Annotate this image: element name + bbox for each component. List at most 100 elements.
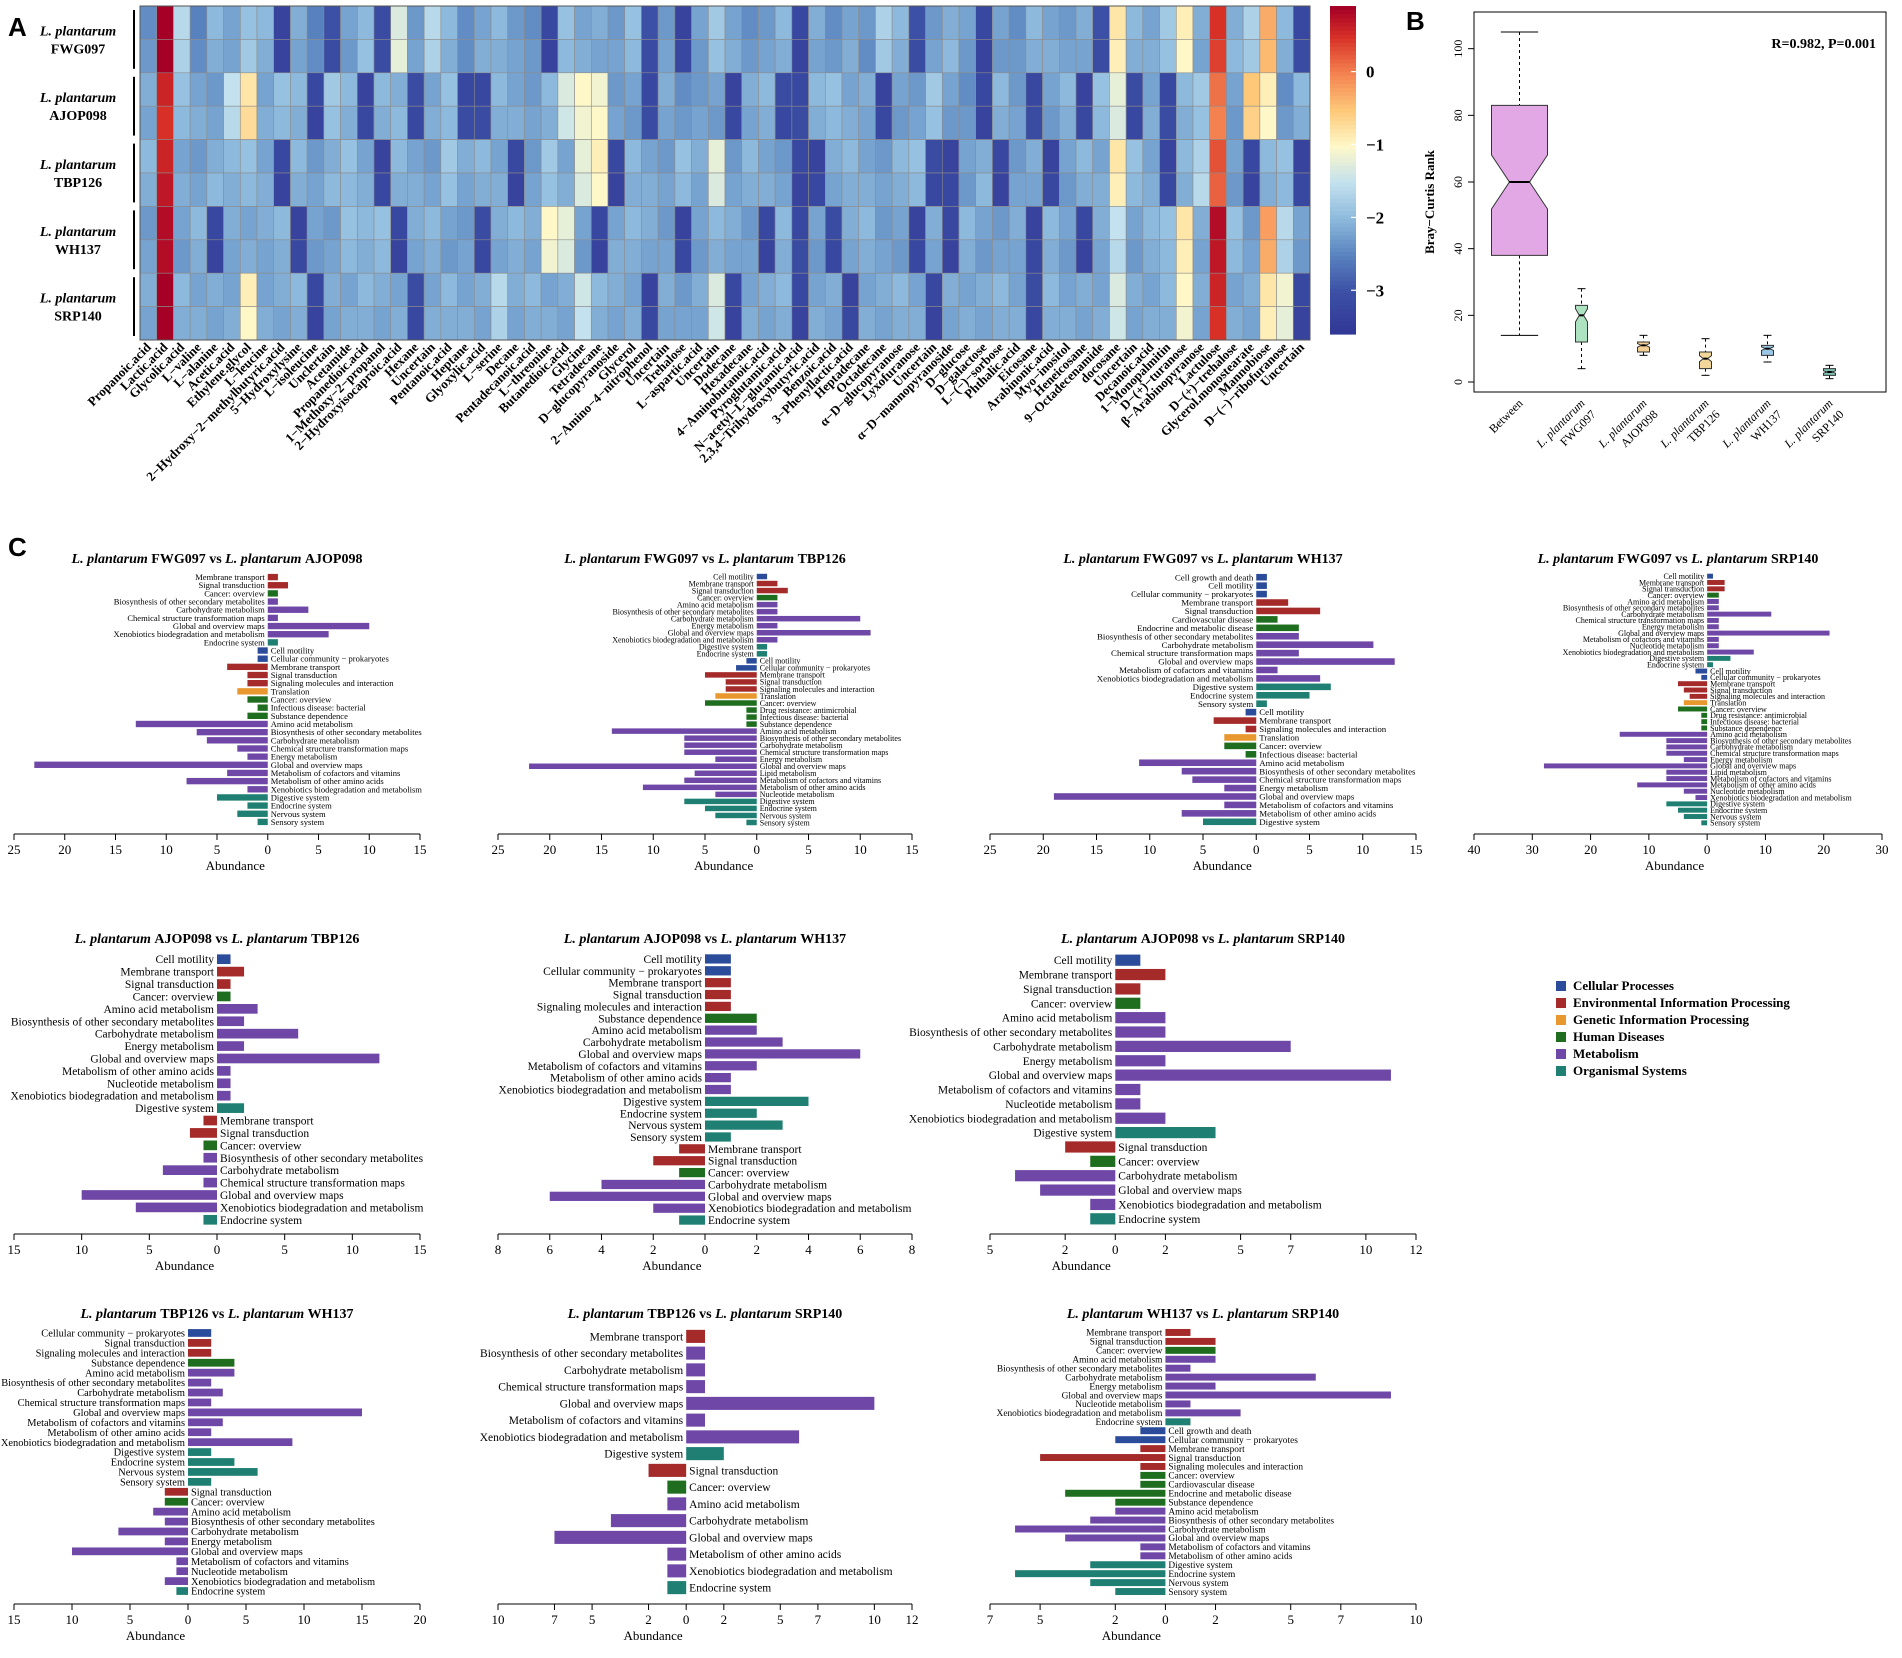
heatmap-cell (557, 272, 575, 307)
bar (1707, 592, 1719, 598)
heatmap-cell (758, 5, 776, 40)
heatmap-cell (674, 39, 692, 74)
x-tick-label: 5 (146, 1242, 153, 1257)
bar (217, 979, 231, 989)
heatmap-cell (1209, 206, 1227, 241)
bar (1090, 1579, 1166, 1587)
colorbar-segment (1330, 71, 1356, 77)
bar-label: Metabolism of other amino acids (760, 783, 866, 792)
heatmap-cell (975, 206, 993, 241)
bar (1707, 617, 1719, 623)
heatmap-cell (1092, 5, 1110, 40)
heatmap-cell (657, 272, 676, 307)
bar-label: Cancer: overview (1710, 705, 1767, 714)
bar-label: Biosynthesis of other secondary metaboli… (1097, 631, 1254, 641)
heatmap-cell (156, 5, 174, 40)
bar (1683, 687, 1708, 693)
heatmap-cell (1142, 272, 1160, 307)
heatmap-cell (841, 172, 860, 207)
colorbar-segment (1330, 260, 1356, 265)
bar (1707, 662, 1713, 668)
bar-label: Xenobiotics biodegradation and metabolis… (1, 1438, 185, 1449)
colorbar-segment (1330, 288, 1356, 294)
x-tick-label: 8 (495, 1242, 502, 1257)
x-tick-label: 10 (75, 1242, 88, 1257)
heatmap-cell (657, 72, 676, 107)
heatmap-cell (908, 239, 926, 274)
heatmap-cell (1292, 206, 1311, 241)
bar (756, 608, 778, 615)
heatmap-cell (607, 306, 626, 341)
heatmap-cell (1109, 5, 1127, 40)
colorbar-tick-label: −2 (1366, 208, 1384, 227)
colorbar-segment (1330, 133, 1356, 138)
bar (1165, 1346, 1216, 1354)
heatmap-cell (390, 306, 408, 341)
bar (267, 622, 370, 630)
heatmap-cell (941, 272, 960, 307)
bar (715, 693, 757, 699)
heatmap-cell (1042, 139, 1060, 174)
bar (686, 1380, 705, 1394)
heatmap-cell (1242, 272, 1261, 307)
bar (1701, 712, 1708, 718)
bar (1115, 1498, 1166, 1506)
bar (1165, 1391, 1391, 1399)
bar (1666, 738, 1708, 744)
y-tick-label: 80 (1451, 109, 1465, 121)
bar (267, 582, 289, 589)
bar (705, 1001, 731, 1012)
heatmap-cell (1092, 239, 1110, 274)
heatmap-cell (1226, 139, 1244, 174)
x-tick-label: 30 (1526, 842, 1539, 857)
heatmap-cell (1125, 172, 1144, 207)
heatmap-cell (156, 72, 174, 107)
bar (667, 1497, 687, 1511)
heatmap-cell (1292, 105, 1311, 140)
heatmap-cell (507, 105, 525, 140)
heatmap-cell (858, 272, 876, 307)
heatmap-cell (607, 172, 626, 207)
x-tick-label: 15 (8, 1612, 21, 1627)
heatmap-cell (875, 206, 893, 241)
bar (705, 1013, 757, 1023)
heatmap-cell (941, 39, 960, 74)
heatmap-cell (841, 39, 860, 74)
heatmap-cell (691, 105, 709, 140)
heatmap-cell (407, 272, 425, 307)
bar-label: Membrane transport (1168, 1445, 1245, 1455)
bar-label: Global and overview maps (560, 1398, 684, 1410)
bar (1701, 674, 1708, 680)
bar (679, 1167, 705, 1178)
bar-label: Cellular community − prokaryotes (271, 654, 390, 664)
heatmap-cell (925, 306, 943, 341)
comparison-title: L. plantarum AJOP098 vs L. plantarum WH1… (563, 932, 846, 947)
bar-label: Xenobiotics biodegradation and metabolis… (114, 629, 266, 639)
heatmap-cell (891, 239, 910, 274)
bar (267, 598, 278, 605)
bar-label: Metabolism of other amino acids (62, 1066, 215, 1078)
bar (1115, 983, 1141, 995)
heatmap-cell (223, 172, 241, 207)
heatmap-cell (758, 206, 776, 241)
heatmap-cell (524, 239, 542, 274)
bar (72, 1547, 188, 1556)
heatmap-cell (574, 306, 592, 341)
heatmap-cell (674, 5, 692, 40)
heatmap-cell (791, 39, 809, 74)
heatmap-cell (808, 239, 826, 274)
heatmap-cell (557, 139, 575, 174)
bar (756, 594, 778, 601)
bar-label: Energy metabolism (271, 752, 338, 762)
colorbar-segment (1330, 325, 1356, 331)
heatmap-cell (323, 206, 341, 241)
bar-label: Signaling molecules and interaction (271, 678, 394, 688)
heatmap-cell (624, 105, 642, 140)
heatmap-cell (607, 272, 626, 307)
bar-label: Energy metabolism (1089, 1382, 1163, 1392)
heatmap-cell (189, 206, 208, 241)
bar (686, 1329, 705, 1343)
heatmap-cell (1276, 239, 1294, 274)
heatmap-cell (390, 105, 408, 140)
heatmap-cell (791, 105, 809, 140)
